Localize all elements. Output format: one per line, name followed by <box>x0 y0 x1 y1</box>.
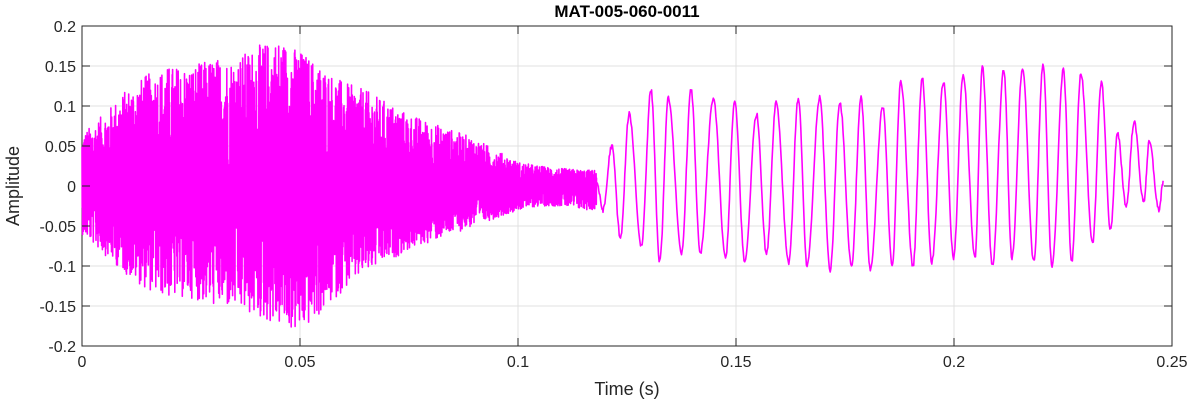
series-line <box>81 44 1165 328</box>
x-tick-label: 0.2 <box>943 354 965 371</box>
series-group <box>81 44 1165 328</box>
y-tick-label: 0 <box>67 179 76 196</box>
y-tick-label: -0.15 <box>40 299 77 316</box>
y-tick-label: -0.05 <box>40 219 77 236</box>
chart-title: MAT-005-060-0011 <box>554 2 699 21</box>
y-tick-label: 0.1 <box>54 99 76 116</box>
y-tick-label: -0.1 <box>48 259 76 276</box>
x-axis-label: Time (s) <box>594 379 659 399</box>
tick-marks <box>81 25 1173 347</box>
y-tick-labels: -0.2 -0.15 -0.1 -0.05 0 0.05 0.1 0.15 0.2 <box>40 19 77 356</box>
y-axis-label: Amplitude <box>3 146 23 226</box>
y-tick-label: 0.05 <box>45 139 76 156</box>
x-tick-label: 0.15 <box>720 354 751 371</box>
x-tick-label: 0.1 <box>507 354 529 371</box>
x-tick-label: 0 <box>78 354 87 371</box>
y-tick-label: 0.15 <box>45 59 76 76</box>
y-tick-label: 0.2 <box>54 19 76 36</box>
x-tick-label: 0.05 <box>284 354 315 371</box>
x-tick-labels: 0 0.05 0.1 0.15 0.2 0.25 <box>78 354 1188 371</box>
y-tick-label: -0.2 <box>48 339 76 356</box>
x-tick-label: 0.25 <box>1156 354 1187 371</box>
